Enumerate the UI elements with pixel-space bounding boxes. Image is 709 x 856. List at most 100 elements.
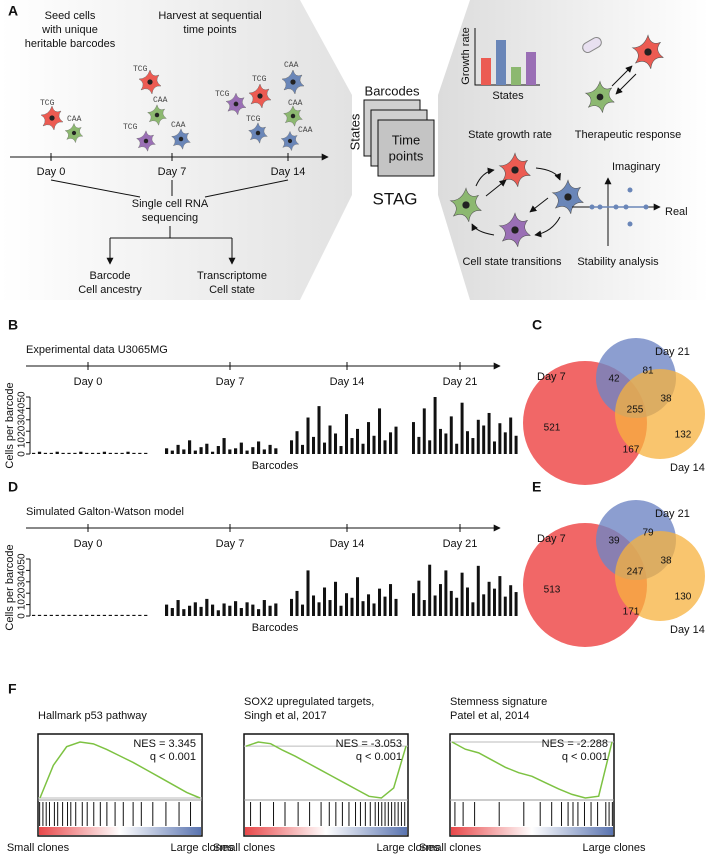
bar	[114, 452, 118, 454]
nes: NES = 3.345	[133, 738, 196, 750]
barcode-tag: TCG	[246, 115, 261, 124]
bar	[317, 406, 321, 454]
y-tick-label: 10	[17, 437, 28, 449]
bar	[428, 564, 432, 616]
bar	[37, 614, 42, 616]
bar	[216, 610, 220, 616]
y-tick-label: 30	[17, 576, 28, 588]
panel-label: A	[8, 3, 18, 19]
bar	[306, 570, 310, 616]
bar	[455, 443, 459, 454]
x-label: Large clones	[583, 842, 646, 854]
y-tick-label: 50	[17, 553, 28, 565]
bar	[417, 436, 421, 454]
panel-label: B	[8, 317, 18, 333]
text: Time	[392, 132, 420, 147]
bar	[389, 432, 393, 454]
day-label: Day 21	[443, 376, 478, 388]
day-label: Day 7	[216, 538, 245, 550]
day-label: Day 0	[37, 166, 66, 178]
bar	[378, 408, 382, 454]
barcode-tag: TCG	[252, 75, 267, 84]
y-tick-label: 30	[17, 414, 28, 426]
bar	[476, 565, 480, 616]
plot-title: Stemness signature	[450, 696, 547, 708]
barcode-tag: TCG	[215, 90, 230, 99]
bar	[211, 451, 215, 454]
bar	[144, 452, 148, 454]
x-axis-label: Barcodes	[252, 460, 299, 472]
count: 132	[675, 430, 692, 441]
bar	[482, 594, 486, 616]
bar	[487, 581, 491, 616]
bar	[102, 451, 107, 454]
bar	[85, 614, 89, 616]
bar	[367, 594, 371, 616]
bar	[251, 447, 255, 454]
bar	[493, 588, 496, 616]
bar	[514, 592, 518, 616]
bar	[126, 614, 130, 616]
bar	[182, 449, 186, 454]
count: 521	[544, 423, 561, 434]
y-tick-label: 50	[17, 391, 28, 403]
bar	[412, 593, 415, 616]
bar	[222, 603, 226, 616]
x-label: Small clones	[213, 842, 276, 854]
y-tick-label: 0	[17, 451, 28, 457]
bar	[312, 595, 316, 616]
enrichment-curve	[39, 741, 201, 799]
stability-plot	[572, 177, 661, 246]
bar	[102, 614, 107, 616]
bar	[350, 597, 354, 616]
bar	[126, 451, 130, 454]
growth-chart	[481, 40, 536, 85]
rank-gradient	[245, 827, 407, 835]
bar	[323, 442, 327, 454]
bar	[334, 581, 338, 616]
q-value: q < 0.001	[562, 751, 608, 763]
x-label: Large clones	[171, 842, 234, 854]
bar	[108, 614, 112, 616]
y-axis-label: Cells per barcode	[4, 382, 16, 468]
bar	[257, 441, 261, 454]
bar	[466, 431, 469, 454]
set-label: Day 7	[537, 533, 566, 545]
bar	[476, 419, 480, 454]
panel-b: B Experimental data U3065MG Day 0 Day 7 Day …	[4, 317, 518, 472]
bar	[85, 452, 89, 454]
day-label: Day 14	[330, 376, 365, 388]
axis-label: Imaginary	[612, 161, 661, 173]
text: Cell ancestry	[78, 284, 142, 296]
bar	[170, 450, 174, 454]
bar	[361, 601, 365, 616]
plot-title: Patel et al, 2014	[450, 710, 530, 722]
bar	[290, 598, 294, 616]
bar	[108, 452, 112, 454]
set-circle	[615, 531, 705, 621]
count: 171	[623, 607, 640, 618]
bar	[444, 570, 448, 616]
bar	[306, 417, 310, 454]
y-axis-label: Cells per barcode	[4, 544, 16, 630]
bar	[449, 416, 453, 454]
bar	[67, 452, 71, 454]
count: 255	[627, 405, 644, 416]
bar	[503, 596, 507, 616]
barcode-tag: TCG	[40, 99, 55, 108]
bar	[268, 605, 272, 616]
day-label: Day 7	[158, 166, 187, 178]
bar	[361, 443, 365, 454]
bar	[138, 452, 142, 454]
day-label: Day 14	[330, 538, 365, 550]
bar	[389, 584, 393, 616]
bar	[394, 426, 398, 454]
bar	[378, 588, 382, 616]
bar	[96, 452, 101, 454]
bar	[460, 402, 464, 454]
bar	[498, 576, 502, 616]
bar	[301, 444, 305, 454]
text: with unique	[41, 24, 98, 36]
bar	[383, 596, 387, 616]
